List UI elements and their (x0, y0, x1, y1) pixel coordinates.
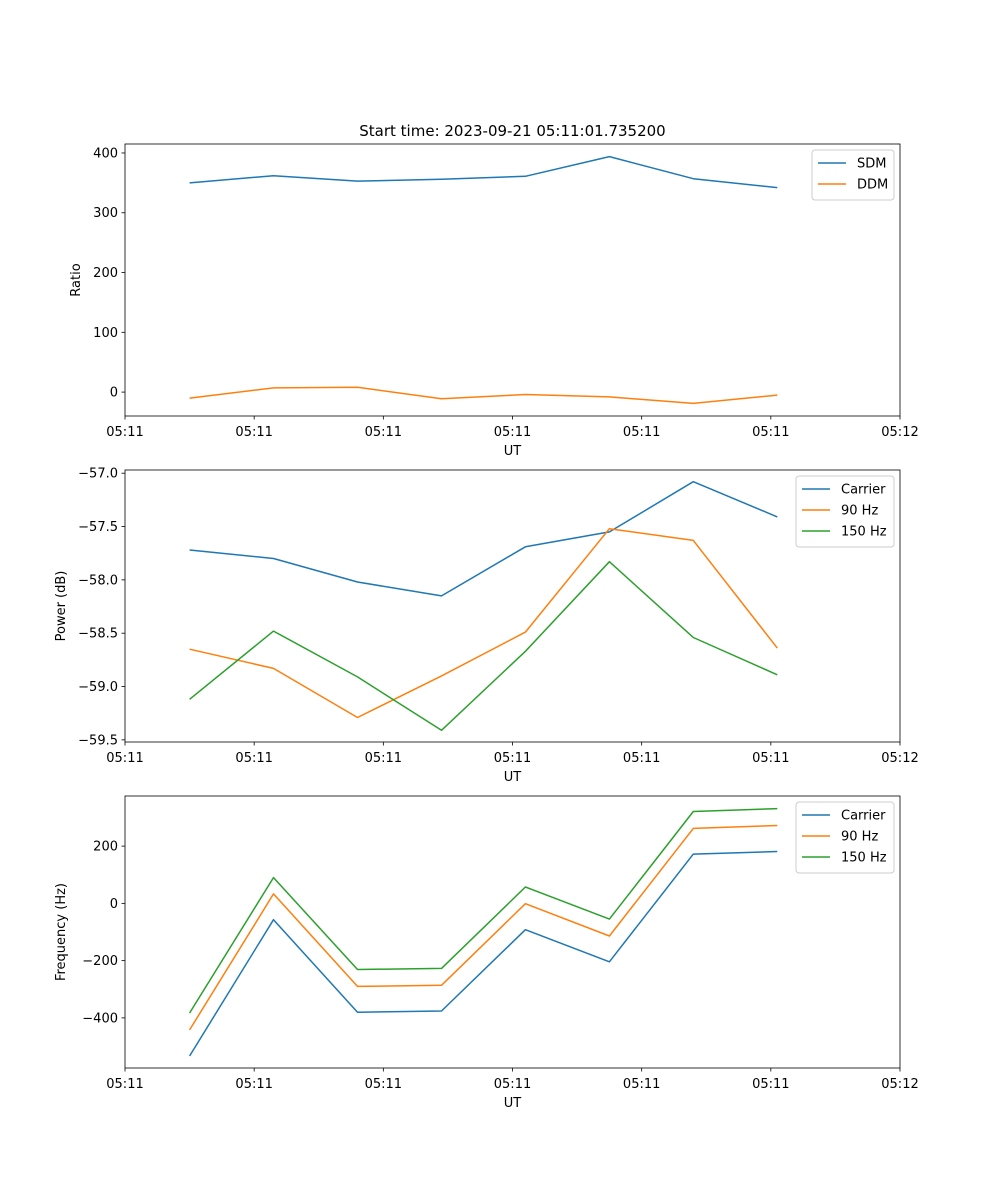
x-tick-label: 05:12 (881, 751, 918, 766)
legend-box (795, 801, 895, 874)
y-tick-label: 400 (93, 146, 118, 161)
x-tick-label: 05:11 (623, 425, 660, 440)
chart-title: Start time: 2023-09-21 05:11:01.735200 (359, 122, 665, 140)
x-tick-label: 05:12 (881, 425, 918, 440)
x-tick-label: 05:11 (494, 751, 531, 766)
series-line-ddm (189, 386, 778, 405)
series-line-90-hz (189, 527, 778, 719)
y-tick-label: −59.0 (78, 680, 118, 695)
x-tick-label: 05:11 (494, 425, 531, 440)
y-tick-label: 300 (93, 206, 118, 221)
y-tick-label: 0 (110, 386, 118, 401)
legend-label: Carrier (841, 483, 886, 498)
y-tick-label: −59.5 (78, 733, 118, 748)
y-tick-label: −58.5 (78, 627, 118, 642)
series-line-sdm (189, 155, 778, 189)
y-tick-label: −58.0 (78, 573, 118, 588)
frequency-panel: 05:11 05:11 05:11 05:11 05:11 05:11 05:12 −400 −… (54, 795, 919, 1111)
x-tick-label: 05:11 (752, 425, 789, 440)
y-tick-label: 0 (110, 897, 118, 912)
legend-box (795, 475, 895, 548)
y-axis-label: Power (dB) (54, 571, 69, 642)
legend-label: Carrier (841, 809, 886, 824)
x-tick-label: 05:11 (752, 751, 789, 766)
power-panel: 05:11 05:11 05:11 05:11 05:11 05:11 05:12 −59.5… (54, 467, 919, 785)
y-tick-label: 200 (93, 266, 118, 281)
series-line-150-hz (188, 807, 778, 1014)
legend: SDM DDM (811, 149, 895, 201)
x-axis-label: UT (504, 1096, 522, 1111)
legend-label: 90 Hz (841, 504, 878, 519)
x-tick-label: 05:11 (623, 751, 660, 766)
x-tick-label: 05:11 (235, 1077, 272, 1092)
x-tick-label: 05:11 (235, 751, 272, 766)
legend-label: SDM (857, 157, 886, 172)
ratio-panel: 05:11 05:11 05:11 05:11 05:11 05:11 05:12 0 100 2… (69, 143, 919, 459)
y-axis-label: Ratio (69, 263, 84, 296)
legend-label: 150 Hz (841, 851, 887, 866)
legend: Carrier 90 Hz 150 Hz (795, 475, 895, 548)
x-tick-label: 05:11 (494, 1077, 531, 1092)
x-axis-label: UT (504, 770, 522, 785)
x-tick-label: 05:11 (365, 1077, 402, 1092)
x-tick-label: 05:12 (881, 1077, 918, 1092)
y-tick-label: 200 (93, 840, 118, 855)
series-line-150-hz (189, 560, 778, 732)
x-tick-label: 05:11 (365, 425, 402, 440)
series-line-90-hz (188, 824, 778, 1031)
y-tick-label: −200 (82, 954, 118, 969)
y-tick-label: −57.0 (78, 467, 118, 482)
x-tick-label: 05:11 (623, 1077, 660, 1092)
x-tick-label: 05:11 (106, 425, 143, 440)
x-tick-label: 05:11 (235, 425, 272, 440)
legend-label: DDM (857, 178, 888, 193)
series-line-carrier (189, 480, 778, 597)
legend-label: 150 Hz (841, 525, 887, 540)
x-tick-label: 05:11 (752, 1077, 789, 1092)
y-axis-label: Frequency (Hz) (54, 883, 69, 981)
x-tick-label: 05:11 (106, 751, 143, 766)
legend: Carrier 90 Hz 150 Hz (795, 801, 895, 874)
legend-label: 90 Hz (841, 830, 878, 845)
y-tick-label: 100 (93, 326, 118, 341)
y-tick-label: −57.5 (78, 520, 118, 535)
x-axis-label: UT (504, 444, 522, 459)
x-tick-label: 05:11 (365, 751, 402, 766)
y-tick-label: −400 (82, 1011, 118, 1026)
x-tick-label: 05:11 (106, 1077, 143, 1092)
series-line-carrier (188, 850, 778, 1057)
